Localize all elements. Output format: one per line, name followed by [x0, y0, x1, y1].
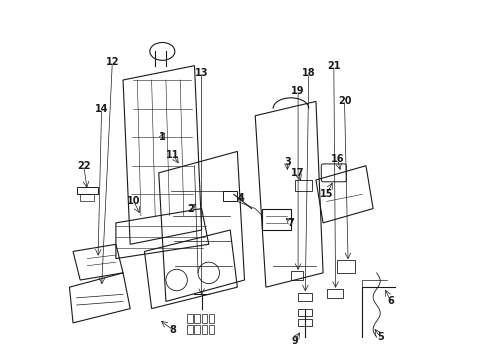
- Text: 5: 5: [376, 332, 383, 342]
- Text: 2: 2: [187, 203, 194, 213]
- Bar: [223, 191, 237, 202]
- Text: 7: 7: [287, 218, 294, 228]
- Text: 20: 20: [337, 96, 350, 107]
- Text: 17: 17: [291, 168, 304, 178]
- Text: 18: 18: [302, 68, 315, 78]
- Text: 11: 11: [166, 150, 180, 160]
- Bar: [194, 325, 200, 334]
- Bar: [326, 289, 342, 298]
- Text: 15: 15: [319, 189, 333, 199]
- Bar: [194, 314, 200, 323]
- Text: 16: 16: [330, 154, 344, 163]
- Text: 22: 22: [77, 161, 90, 171]
- Bar: [294, 180, 312, 191]
- Bar: [187, 325, 192, 334]
- Text: 1: 1: [159, 132, 165, 142]
- Bar: [298, 309, 312, 316]
- Bar: [298, 319, 312, 327]
- Bar: [290, 271, 303, 280]
- Bar: [201, 325, 206, 334]
- Bar: [298, 293, 312, 301]
- Bar: [337, 260, 354, 273]
- Text: 14: 14: [95, 104, 108, 113]
- Bar: [208, 314, 214, 323]
- Bar: [201, 314, 206, 323]
- Bar: [77, 187, 98, 194]
- Text: 13: 13: [195, 68, 208, 78]
- Bar: [262, 208, 290, 230]
- Text: 8: 8: [169, 325, 176, 335]
- Bar: [187, 314, 192, 323]
- Text: 9: 9: [290, 336, 297, 346]
- Text: 21: 21: [326, 61, 340, 71]
- Text: 6: 6: [387, 296, 393, 306]
- Text: 4: 4: [237, 193, 244, 203]
- Text: 12: 12: [105, 57, 119, 67]
- Bar: [80, 194, 94, 202]
- Bar: [208, 325, 214, 334]
- Text: 19: 19: [291, 86, 304, 96]
- Text: 10: 10: [127, 197, 140, 206]
- Text: 3: 3: [284, 157, 290, 167]
